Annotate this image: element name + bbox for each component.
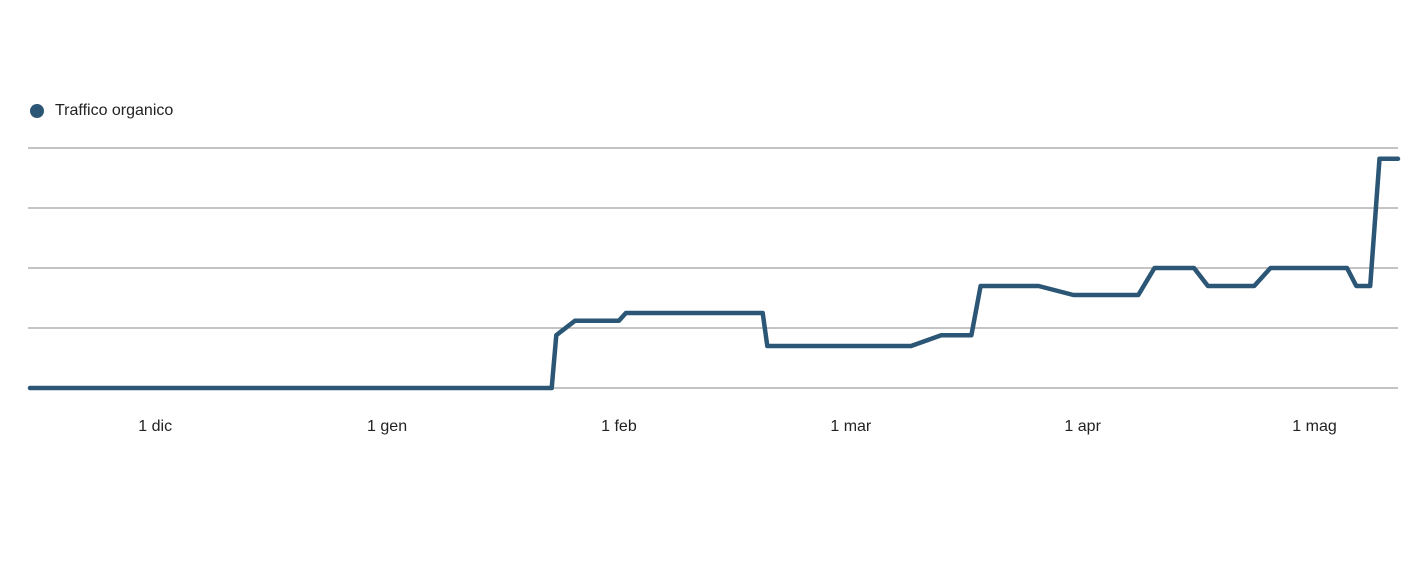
x-tick-label: 1 dic	[138, 418, 172, 435]
x-tick-label: 1 gen	[367, 418, 407, 435]
x-tick-label: 1 mar	[830, 418, 872, 435]
legend-label: Traffico organico	[55, 102, 173, 119]
x-tick-label: 1 mag	[1292, 418, 1336, 435]
legend-marker	[30, 104, 44, 118]
x-tick-label: 1 feb	[601, 418, 637, 435]
line	[27, 156, 1401, 391]
x-tick-label: 1 apr	[1064, 418, 1101, 435]
